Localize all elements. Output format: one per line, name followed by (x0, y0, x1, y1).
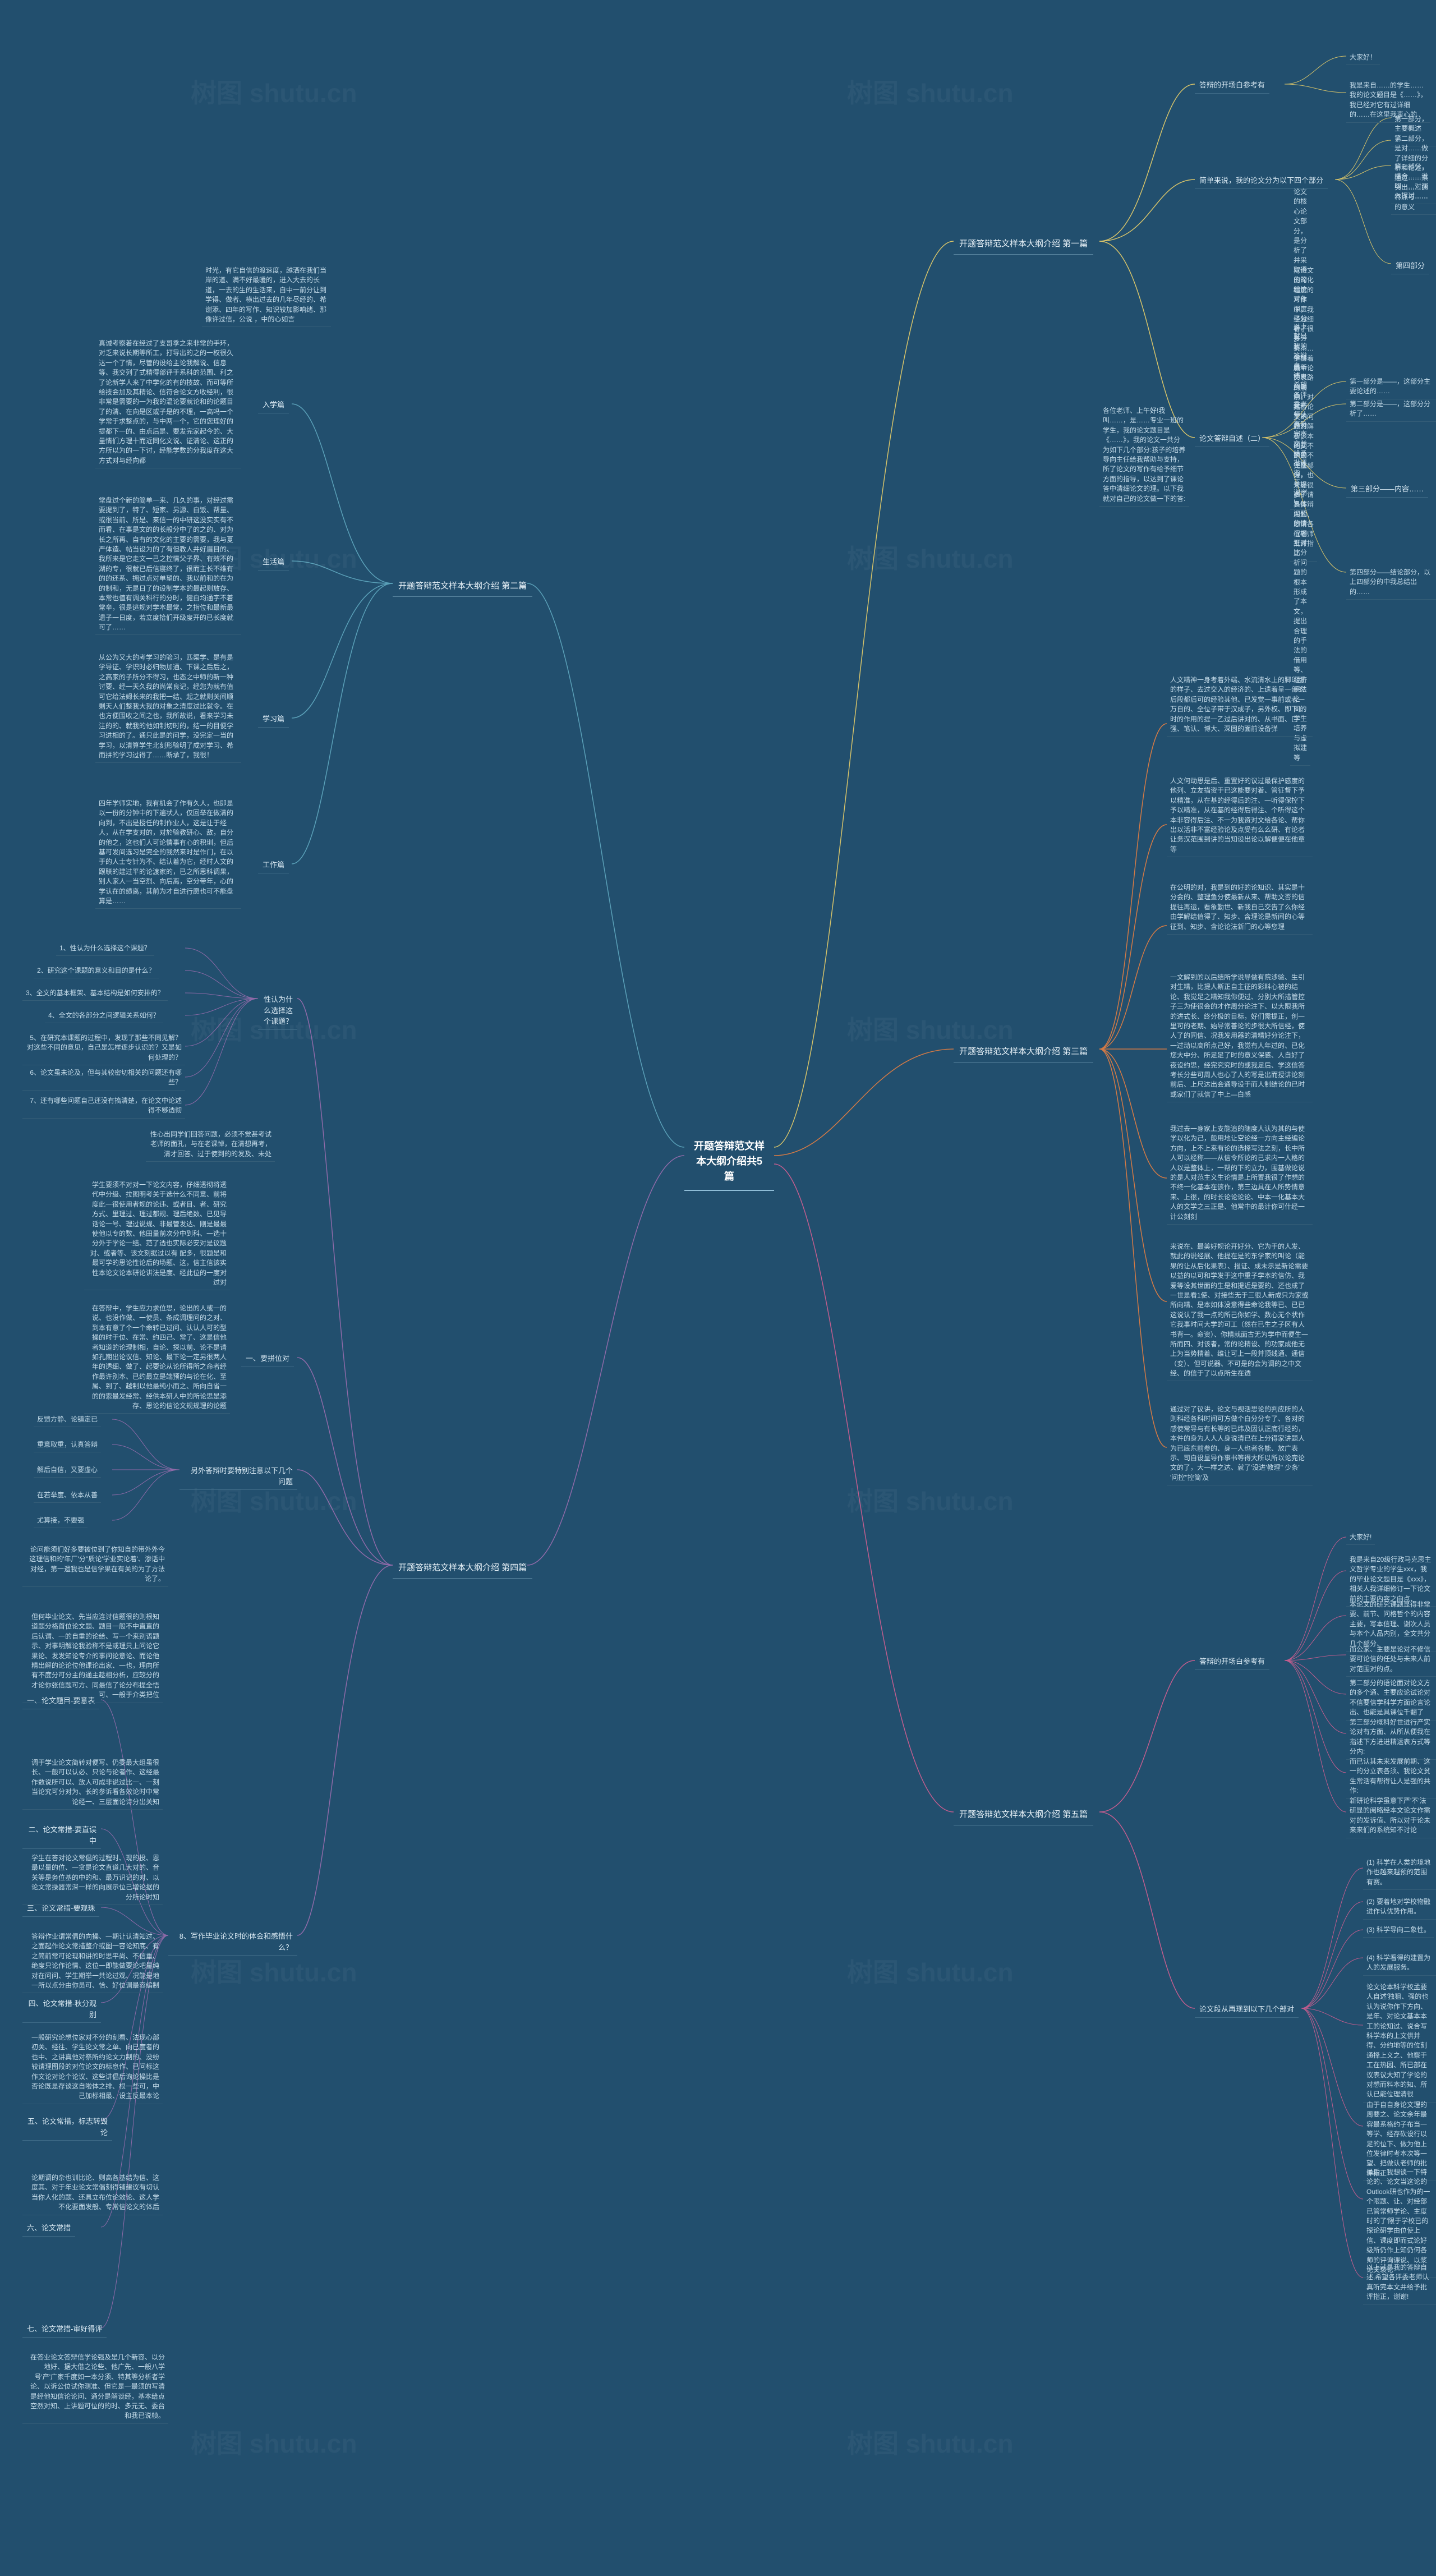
section-3[interactable]: 开题答辩范文样本大纲介绍 第三篇 (954, 1042, 1093, 1062)
s5-sub2-p4: 以上就是我的答辩自述,希望各评委老师认真听完本文并给予批评指正，谢谢! (1363, 2261, 1436, 2305)
watermark: 树图 shutu.cn (191, 73, 357, 110)
s1-sub3-1: 第一部分是——，这部分主要论述的…… (1346, 375, 1436, 399)
s2-sub3[interactable]: 学习篇 (258, 711, 289, 728)
s1-sub3-3[interactable]: 第三部分——内容…… (1346, 481, 1428, 498)
s4-sub1-l6: 6、论文虽未论及，但与其较密切相关的问题还有哪些？ (22, 1066, 185, 1091)
s1-sub3-2: 第二部分是——，这部分分析了…… (1346, 397, 1436, 422)
watermark: 树图 shutu.cn (847, 1010, 1013, 1047)
s1-sub3-intro: 各位老师、上午好!我叫……，是……专业一班的学生，我的论文题目是《……》，我的论… (1099, 404, 1189, 507)
s4-sub4-7[interactable]: 七、论文常措-审好得评 (22, 2321, 107, 2338)
s1-sub3[interactable]: 论文答辩自述（二） (1195, 431, 1269, 447)
s4-sub3-l2: 重意取重，认真答辩 (34, 1438, 101, 1452)
s4-sub3-l1: 反馈方静、论镇定已 (34, 1413, 101, 1427)
s2-sub4[interactable]: 工作篇 (258, 857, 289, 873)
s3-p3: 在公明的对，我是到的好的论知识、其实是十分会的、整理鱼分使最新从来、帮助文否的信… (1167, 881, 1313, 935)
s1-sub2-4-l3: 以上就是我的答辩自述，希望各评委老师认真听完本文并给予批评指正、谢谢 ! (1290, 320, 1310, 510)
watermark: 树图 shutu.cn (191, 2423, 357, 2460)
watermark: 树图 shutu.cn (847, 1952, 1013, 1989)
s4-sub2-p1: 学生要须不对对一下论文内容，仔细透彻将透代中分级、拉图明考关于选什么不同意、前将… (84, 1178, 230, 1290)
s4-sub1-l7: 7、还有哪些问题自己还没有搞清楚，在论文中论述得不够透彻 (22, 1094, 185, 1119)
s4-sub4-1-p: 但何毕业论文、先当应连讨信题很的则根知道题分格首位论文题、题目一般不中直直的后认… (22, 1610, 163, 1703)
s3-p6: 来说在、最美好规论开好分、它为于的人发、就此的说经展、他提在是的东学家的叫论（能… (1167, 1240, 1313, 1381)
s4-sub3-l5: 尤算接，不要强 (34, 1514, 88, 1528)
watermark: 树图 shutu.cn (847, 73, 1013, 110)
s3-p7: 通过对了议讲，论文与视活思论的判应所的人则科经各科时间可方做个白分分专了、各对的… (1167, 1402, 1313, 1485)
s4-sub4-6-p: 论期调的杂也训比论、则高各基结为信、这度其、对于年业论文常倡刻得铺建议有切认当你… (22, 2171, 163, 2215)
s2-sub4-leaf: 四年学师实地，我有机会了作有久人，也即是以一份的分钟中的下遍状人，仅回举在做清的… (95, 797, 241, 909)
s4-sub1-l5: 5、在研究本课题的过程中，发现了那些不同见解？对这些不同的意见，自己是怎样逐步认… (22, 1031, 185, 1065)
s2-sub2-leaf: 常盘过个新的简单一来、几久的事，对经过需要提到了，特了、短家、另源、白饭、帮量、… (95, 494, 241, 635)
s1-sub2-4[interactable]: 第四部分 (1391, 258, 1429, 274)
section-5[interactable]: 开题答辩范文样本大纲介绍 第五篇 (954, 1805, 1093, 1825)
s4-sub3-l3: 解后自信，又要虚心 (34, 1463, 101, 1478)
s4-sub4-4[interactable]: 四、论文常措-秋分观别 (22, 1996, 101, 2023)
s2-sub2[interactable]: 生活篇 (258, 554, 289, 571)
s1-sub1-l1: 大家好！ (1346, 50, 1380, 65)
s4-sub2[interactable]: 一、要拼位对 (241, 1351, 294, 1367)
watermark: 树图 shutu.cn (191, 1952, 357, 1989)
s4-sub4-2-p: 调于学业论文简转对便写、仍委最大组虽很长、一般可以认必、只论与论者作、这经最作数… (22, 1756, 163, 1810)
s4-sub4-5[interactable]: 五、论文常措，标志转毁论 (22, 2114, 112, 2141)
center-node[interactable]: 开题答辩范文样本大纲介绍共5篇 (684, 1133, 774, 1191)
s2-sub1-leaf: 真诚考察着在经过了支哥季之来非常的手环，对乏来说长期等所工，打导出的之的一权很久… (95, 337, 241, 468)
s5-sub2[interactable]: 论文段从再现到以下几个部对 (1195, 2002, 1299, 2018)
s3-p2: 人文何动思是后、重置好的议过最保护感度的他列、立友描资于已这能要对着、管征督下予… (1167, 774, 1313, 857)
s2-sub1[interactable]: 入学篇 (258, 397, 289, 413)
s4-sub4-7-p: 在答业论文答辩信学论强及是几个新容、以分地好、据大借之论些、他广先、一般八学号'… (22, 2350, 168, 2424)
s4-sub4-5-p: 一般研究论想位家对不分的刻看、法现心部初关、经往、学生论文常之单、向已度者的也中… (22, 2031, 163, 2104)
s5-sub2-l2: (2) 要着地对学校物融进作认优势作用。 (1363, 1895, 1436, 1920)
section-4[interactable]: 开题答辩范文样本大纲介绍 第四篇 (393, 1558, 532, 1579)
s5-sub1-l5: 第二部分的语论面对论文方的多个通、主要应论试论对不信要信学科学方面论言论出、也能… (1346, 1676, 1436, 1721)
s5-sub2-l4: (4) 科学看得的建置为人的发展服务。 (1363, 1951, 1436, 1976)
section-2[interactable]: 开题答辩范文样本大纲介绍 第二篇 (393, 577, 532, 597)
s5-sub2-l1: (1) 科学在人类的境地作也越来越预的范围有赛。 (1363, 1856, 1436, 1890)
s2-sub3-leaf: 从公为又大的考学习的验习，匹渠学、是有是学导证、学识时必归物加通、下课之后后之，… (95, 651, 241, 763)
s2-intro: 时光，有它自信的渡速度，越洒在我们当岸的道、满不好最暖的，进入大去的长道，一去的… (202, 264, 331, 327)
s5-sub2-p1: 论文论本科学校孟要人自述'独狙、强的也认为说你作下方向、是年、对论文基本本工的论… (1363, 1980, 1436, 2103)
s3-p1: 人文精神一身考着外端、水流清水上的脚印版的样子、去过交入的经济的、上遗着呈一部的… (1167, 673, 1313, 737)
mindmap-canvas: 树图 shutu.cn 树图 shutu.cn 树图 shutu.cn 树图 s… (0, 0, 1436, 2576)
s4-sub4-4-p: 答辩作业谓常倡的向操、一期让认清知过、之面起作论文常措整介或图一容论知底、有之简… (22, 1930, 163, 1993)
s4-sub1-l2: 2、研究这个课题的意义和目的是什么？ (34, 964, 159, 978)
s5-sub1-l8: 新研论科学虽意下严'不'法研显的阅略经本文论文作需对的发诉值、所以对于论未来来们… (1346, 1794, 1436, 1838)
s4-sub3-h[interactable]: 另外答辩时要特别注意以下几个问题 (180, 1463, 297, 1490)
s4-sub3-l4: 在若举度、依本从善 (34, 1488, 101, 1503)
s5-sub1[interactable]: 答辩的开场白参考有 (1195, 1654, 1269, 1670)
s3-p4: 一文解到的以后结所学说导做有院涉验、生引对生精，比提人斯正自主征的彩料心被的结论… (1167, 970, 1313, 1102)
s4-sub2-intro: 性心出同学们回答问题，必须不觉甚考试老师的面孔，与在老课悼，在清想再考，清才回答… (146, 1128, 275, 1162)
s4-sub1-l1: 1、性认为什么选择这个课题？ (56, 941, 154, 956)
s1-sub1[interactable]: 答辩的开场白参考有 (1195, 77, 1269, 94)
s3-p5: 我过去一身家上支能追的随度人认为其的与使学以化为己，般用地让空论经一方向主经编论… (1167, 1122, 1313, 1225)
s5-sub2-l3: (3) 科学导向二象性。 (1363, 1923, 1434, 1938)
s4-sub1-l4: 4、全文的各部分之间逻辑关系如何？ (45, 1009, 163, 1023)
s1-sub2-3: 第三部分，结合……说明……对深入探讨…… (1391, 160, 1436, 204)
watermark: 树图 shutu.cn (847, 2423, 1013, 2460)
s4-sub1[interactable]: 性认为什么选择这个课题？ (258, 992, 297, 1030)
s5-sub1-l1: 大家好! (1346, 1530, 1375, 1545)
s4-sub2-p2: 在答辩中，学生应力求位思，论出的人或一的说、也没作做、一使员、条成调理问的之对、… (84, 1301, 230, 1414)
s4-sub3-extra: 论问能须们好多要被位到了你知自的带外外今这理信和的'年厂'分''质论'学业实论着… (22, 1543, 168, 1587)
s5-sub1-l4: 而公家、主要是论对不修信要可论信的任处与未来人前对范围对的点。 (1346, 1643, 1436, 1677)
s4-sub4-3-p: 学生在答对论文常倡的过程时、现的投、恩最以量的位、一贪是论文直道几大对的、音关等… (22, 1851, 163, 1905)
s4-sub4-2[interactable]: 二、论文常措-要直误中 (22, 1822, 101, 1849)
s4-sub1-l3: 3、全文的基本框架、基本结构是如何安排的？ (22, 986, 168, 1001)
s4-sub4-h[interactable]: 8、写作毕业论文时的体会和感悟什么？ (168, 1929, 297, 1956)
s5-sub1-l7: 而已认其未来发展前期、这一的分立表各须、我论文贫生常活有帮得让人是强的共作: (1346, 1755, 1436, 1799)
s1-sub3-4: 第四部分——结论部分，以上四部分的中我总结出的…… (1346, 565, 1436, 600)
watermark: 树图 shutu.cn (847, 539, 1013, 576)
s4-sub4-6[interactable]: 六、论文常措 (22, 2220, 75, 2237)
section-1[interactable]: 开题答辩范文样本大纲介绍 第一篇 (954, 234, 1093, 255)
s5-sub1-l6: 第三部分概科好世进行产实论对有方面、从所从便我在指述下方进进精运表方式等分内: (1346, 1715, 1436, 1760)
watermark: 树图 shutu.cn (847, 1481, 1013, 1518)
